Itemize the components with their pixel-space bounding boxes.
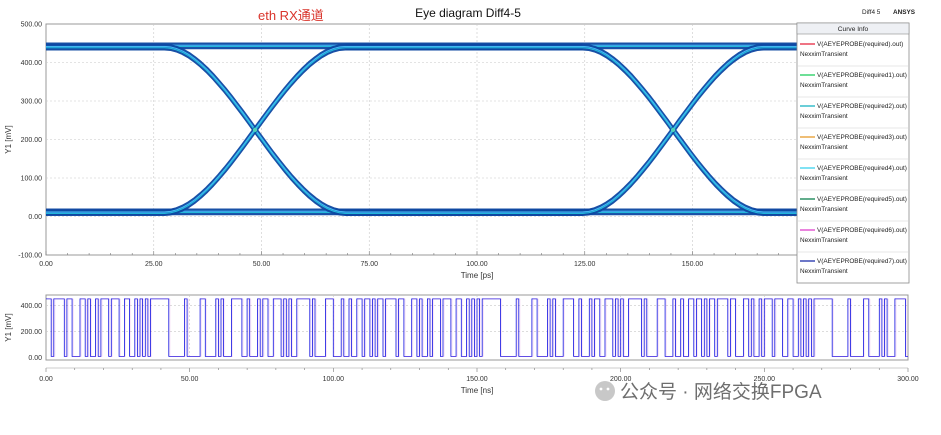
legend-entry[interactable]: V(AEYEPROBE(required2).out) NexximTransie… xyxy=(797,96,909,120)
chart-title: Eye diagram Diff4-5 xyxy=(415,6,521,20)
eye-x-tick-label: 75.00 xyxy=(360,261,378,268)
eye-x-tick-label: 100.00 xyxy=(466,261,488,268)
eye-crossing-point-1 xyxy=(252,127,258,133)
transient-x-tick-label: 200.00 xyxy=(610,376,632,383)
eye-x-tick-label: 25.00 xyxy=(145,261,163,268)
legend-frame xyxy=(796,22,910,284)
transient-y-tick-label: 200.00 xyxy=(21,329,43,336)
wechat-icon xyxy=(595,381,615,401)
eye-crossing-point-2 xyxy=(670,127,676,133)
legend-entry-name: V(AEYEPROBE(required4).out) xyxy=(817,165,907,172)
legend-entry-solver: NexximTransient xyxy=(800,82,848,89)
transient-y-axis-label: Y1 [mV] xyxy=(4,313,13,341)
wechat-icon-eye xyxy=(606,387,610,391)
plot-name-label: Diff4 5 xyxy=(862,9,881,16)
legend-entry[interactable]: V(AEYEPROBE(required6).out) NexximTransie… xyxy=(797,220,909,244)
brand-label: ANSYS xyxy=(893,9,916,16)
eye-y-tick-label: 300.00 xyxy=(21,99,43,106)
eye-y-axis-label: Y1 [mV] xyxy=(4,125,13,153)
legend-entry-name: V(AEYEPROBE(required7).out) xyxy=(817,258,907,265)
wechat-icon-eye xyxy=(599,387,603,391)
eye-y-tick-label: 0.00 xyxy=(28,214,42,221)
transient-waveform-overlay xyxy=(47,298,908,357)
legend-entry-solver: NexximTransient xyxy=(800,206,848,213)
eye-y-tick-label: 100.00 xyxy=(21,176,43,183)
transient-x-axis-label: Time [ns] xyxy=(461,386,494,395)
transient-y-tick-label: 400.00 xyxy=(21,303,43,310)
legend-entry-name: V(AEYEPROBE(required6).out) xyxy=(817,227,907,234)
eye-traces xyxy=(46,42,908,217)
legend-entry-solver: NexximTransient xyxy=(800,51,848,58)
eye-x-tick-label: 125.00 xyxy=(574,261,596,268)
legend-entry[interactable]: V(AEYEPROBE(required3).out) NexximTransie… xyxy=(797,127,909,151)
transient-plot: 0.00 50.00 100.00 150.00 200.00 250.00 300.00 0… xyxy=(4,294,919,395)
legend-header xyxy=(796,22,910,35)
legend-entry-name: V(AEYEPROBE(required).out) xyxy=(817,41,903,48)
transient-x-tick-label: 0.00 xyxy=(39,376,53,383)
legend-entry[interactable]: V(AEYEPROBE(required7).out) NexximTransie… xyxy=(797,251,909,275)
legend: Curve Info V(AEYEPROBE(required).out) Nexx… xyxy=(796,22,910,284)
transient-x-tick-label: 150.00 xyxy=(466,376,488,383)
eye-y-tick-label: -100.00 xyxy=(18,253,42,260)
legend-entry-name: V(AEYEPROBE(required1).out) xyxy=(817,72,907,79)
eye-y-tick-label: 200.00 xyxy=(21,137,43,144)
eye-plot: 0.0025.0050.0075.00100.00125.00150.0017-… xyxy=(4,22,909,280)
transient-y-tick-label: 0.00 xyxy=(28,355,42,362)
legend-entry[interactable]: V(AEYEPROBE(required).out) NexximTransien… xyxy=(800,41,903,58)
eye-x-tick-label: 50.00 xyxy=(253,261,271,268)
legend-entry[interactable]: V(AEYEPROBE(required4).out) NexximTransie… xyxy=(797,158,909,182)
transient-traces xyxy=(46,298,908,357)
transient-x-tick-label: 250.00 xyxy=(754,376,776,383)
legend-entry-solver: NexximTransient xyxy=(800,268,848,275)
legend-title: Curve Info xyxy=(838,26,869,33)
legend-entry[interactable]: V(AEYEPROBE(required1).out) NexximTransie… xyxy=(797,65,909,89)
eye-x-axis-label: Time [ps] xyxy=(461,271,494,280)
legend-entry-solver: NexximTransient xyxy=(800,144,848,151)
legend-entry-solver: NexximTransient xyxy=(800,113,848,120)
legend-entry[interactable]: V(AEYEPROBE(required5).out) NexximTransie… xyxy=(797,189,909,213)
transient-waveform xyxy=(46,298,908,357)
eye-x-tick-label: 0.00 xyxy=(39,261,53,268)
legend-entry-name: V(AEYEPROBE(required5).out) xyxy=(817,196,907,203)
transient-x-tick-label: 100.00 xyxy=(323,376,345,383)
watermark-text: 公众号 · 网络交换FPGA xyxy=(620,381,822,403)
eye-x-tick-label: 150.00 xyxy=(682,261,704,268)
watermark: 公众号 · 网络交换FPGA xyxy=(595,381,822,403)
legend-entry-name: V(AEYEPROBE(required2).out) xyxy=(817,103,907,110)
transient-x-tick-label: 50.00 xyxy=(181,376,199,383)
channel-annotation: eth RX通道 xyxy=(258,8,324,23)
legend-entry-name: V(AEYEPROBE(required3).out) xyxy=(817,134,907,141)
legend-entry-solver: NexximTransient xyxy=(800,175,848,182)
transient-x-tick-label: 300.00 xyxy=(897,376,919,383)
legend-entry-solver: NexximTransient xyxy=(800,237,848,244)
eye-y-tick-label: 500.00 xyxy=(21,22,43,29)
eye-y-tick-label: 400.00 xyxy=(21,60,43,67)
